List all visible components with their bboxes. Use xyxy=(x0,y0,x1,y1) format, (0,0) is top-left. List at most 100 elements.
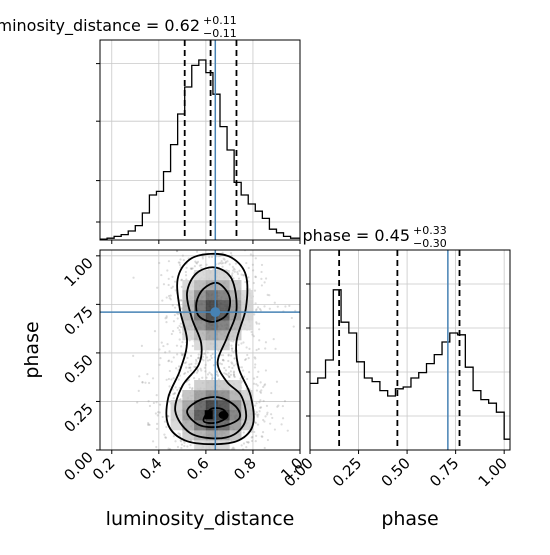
histogram-bar xyxy=(403,387,411,450)
scatter-point xyxy=(280,423,283,426)
scatter-point xyxy=(178,374,181,377)
density-cell xyxy=(182,320,195,331)
scatter-point xyxy=(195,371,199,374)
scatter-point xyxy=(233,268,236,271)
density-cell xyxy=(241,400,254,411)
scatter-point xyxy=(188,386,191,389)
scatter-point xyxy=(176,317,179,320)
scatter-point xyxy=(187,366,190,369)
scatter-point xyxy=(224,261,227,265)
scatter-point xyxy=(263,383,267,386)
scatter-point xyxy=(165,316,168,319)
scatter-point xyxy=(159,357,162,360)
scatter-point xyxy=(178,338,181,341)
scatter-point xyxy=(147,423,150,426)
density-cell xyxy=(205,300,218,311)
scatter-point xyxy=(167,283,170,287)
scatter-point xyxy=(197,353,200,356)
scatter-point xyxy=(251,254,255,257)
scatter-point xyxy=(231,447,234,450)
scatter-point xyxy=(181,340,184,344)
scatter-point xyxy=(254,309,258,312)
scatter-point xyxy=(197,356,200,360)
scatter-point xyxy=(206,359,210,362)
scatter-point xyxy=(157,411,160,414)
scatter-point xyxy=(169,294,172,297)
scatter-point xyxy=(258,410,261,413)
scatter-point xyxy=(181,254,184,257)
histogram-bar xyxy=(489,403,497,450)
luminosity-distance-histogram-bars xyxy=(100,59,300,240)
scatter-point xyxy=(189,369,192,372)
scatter-point xyxy=(217,255,220,258)
scatter-point xyxy=(162,283,166,286)
scatter-point xyxy=(184,361,188,364)
scatter-point xyxy=(268,307,271,310)
scatter-point xyxy=(204,370,207,373)
luminosity-distance-title: luminosity_distance = 0.62 xyxy=(0,16,200,36)
phase-histogram-frame xyxy=(309,249,511,451)
scatter-point xyxy=(188,383,191,386)
scatter-point xyxy=(201,257,204,260)
luminosity-distance-histogram-ticks xyxy=(96,63,301,244)
histogram-bar xyxy=(121,235,128,240)
scatter-point xyxy=(170,286,173,290)
scatter-point xyxy=(158,348,161,351)
scatter-point xyxy=(144,381,147,384)
scatter-point xyxy=(181,352,184,356)
histogram-bar xyxy=(481,400,489,450)
scatter-point xyxy=(211,376,214,379)
scatter-point xyxy=(256,375,259,379)
scatter-point xyxy=(178,263,182,267)
histogram-bar xyxy=(269,229,276,240)
scatter-point xyxy=(224,260,228,263)
scatter-point xyxy=(146,423,150,426)
scatter-point xyxy=(132,276,135,279)
scatter-point xyxy=(174,440,177,443)
scatter-point xyxy=(240,366,243,369)
density-cell xyxy=(205,340,218,351)
scatter-point xyxy=(256,384,259,387)
scatter-point xyxy=(257,370,260,373)
scatter-point xyxy=(158,363,161,366)
scatter-point xyxy=(220,363,223,366)
scatter-point xyxy=(251,333,254,336)
scatter-point xyxy=(247,276,250,279)
scatter-point xyxy=(258,307,262,311)
scatter-point xyxy=(242,442,246,445)
density-cell xyxy=(182,400,195,411)
scatter-point xyxy=(185,266,188,269)
histogram-step-line xyxy=(100,59,300,240)
scatter-point xyxy=(167,447,170,450)
scatter-point xyxy=(194,260,197,263)
scatter-point xyxy=(211,352,214,356)
scatter-point xyxy=(245,445,248,449)
scatter-point xyxy=(255,321,258,324)
scatter-point xyxy=(179,439,182,442)
scatter-point xyxy=(173,313,176,317)
scatter-point xyxy=(237,343,240,347)
scatter-point xyxy=(186,370,190,373)
scatter-point xyxy=(255,322,258,325)
scatter-point xyxy=(255,389,259,392)
scatter-point xyxy=(161,415,164,419)
scatter-point xyxy=(250,430,253,433)
scatter-point xyxy=(262,399,265,403)
scatter-point xyxy=(257,306,260,309)
scatter-point xyxy=(200,369,203,372)
histogram-bar xyxy=(372,382,380,450)
scatter-point xyxy=(202,352,206,355)
scatter-point xyxy=(237,277,241,280)
scatter-point xyxy=(233,374,236,378)
scatter-point xyxy=(254,421,257,424)
scatter-point xyxy=(266,413,269,416)
scatter-point xyxy=(216,373,219,376)
scatter-point xyxy=(260,284,264,287)
scatter-point xyxy=(174,386,177,389)
scatter-point xyxy=(230,344,233,347)
density-peak xyxy=(204,410,213,420)
scatter-point xyxy=(254,439,257,443)
scatter-point xyxy=(179,322,182,325)
scatter-point xyxy=(191,386,194,390)
scatter-point xyxy=(254,302,257,305)
